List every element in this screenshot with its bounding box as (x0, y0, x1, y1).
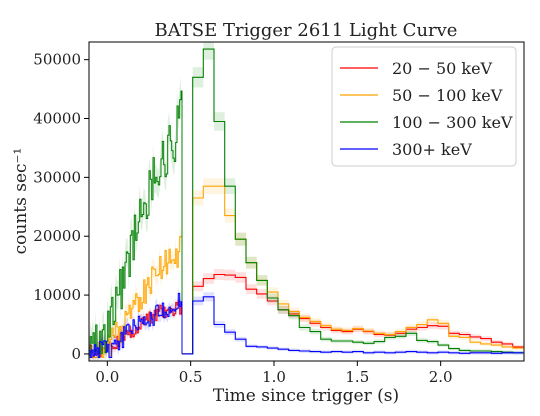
y-tick-label: 40000 (33, 110, 81, 128)
plot-frame (88, 41, 525, 362)
series-3-steps-line (182, 296, 524, 355)
series-3-hires-band (89, 287, 181, 361)
x-axis-label: Time since trigger (s) (213, 386, 399, 406)
legend: 20 − 50 keV 50 − 100 keV 100 − 300 keV 300+… (331, 46, 517, 167)
x-tick-label: 1.0 (262, 368, 286, 386)
series-1-steps-band (192, 178, 524, 350)
series-3 (89, 287, 524, 361)
series-3-steps-band (192, 292, 524, 356)
x-tick-label: 1.5 (345, 368, 369, 386)
x-tick-label: 0.0 (95, 368, 119, 386)
y-axis: 0 10000 20000 30000 40000 50000 (33, 51, 89, 363)
legend-frame (331, 46, 517, 167)
series-1 (89, 178, 524, 361)
y-tick-label: 30000 (33, 168, 81, 186)
x-tick-label: 0.5 (179, 368, 203, 386)
series-2 (89, 42, 524, 361)
series-layer (89, 42, 524, 361)
plot-area (88, 41, 525, 362)
series-2-steps-line (182, 48, 524, 355)
x-tick-label: 2.0 (429, 368, 453, 386)
legend-label-1: 50 − 100 keV (392, 86, 503, 105)
legend-label-2: 100 − 300 keV (392, 113, 513, 132)
series-2-hires-line (89, 90, 183, 356)
y-axis-label: counts sec⁻¹ (11, 148, 31, 255)
y-tick-label: 20000 (33, 227, 81, 245)
y-tick-label: 10000 (33, 286, 81, 304)
chart-title: BATSE Trigger 2611 Light Curve (155, 20, 458, 41)
series-0-steps-band (192, 269, 524, 349)
series-3-hires-line (89, 292, 183, 358)
legend-label-3: 300+ keV (392, 140, 472, 159)
series-2-hires-band (89, 76, 181, 361)
legend-label-0: 20 − 50 keV (392, 59, 493, 78)
x-axis: 0.0 0.5 1.0 1.5 2.0 (95, 361, 453, 386)
y-tick-label: 0 (71, 345, 81, 363)
y-tick-label: 50000 (33, 51, 81, 69)
